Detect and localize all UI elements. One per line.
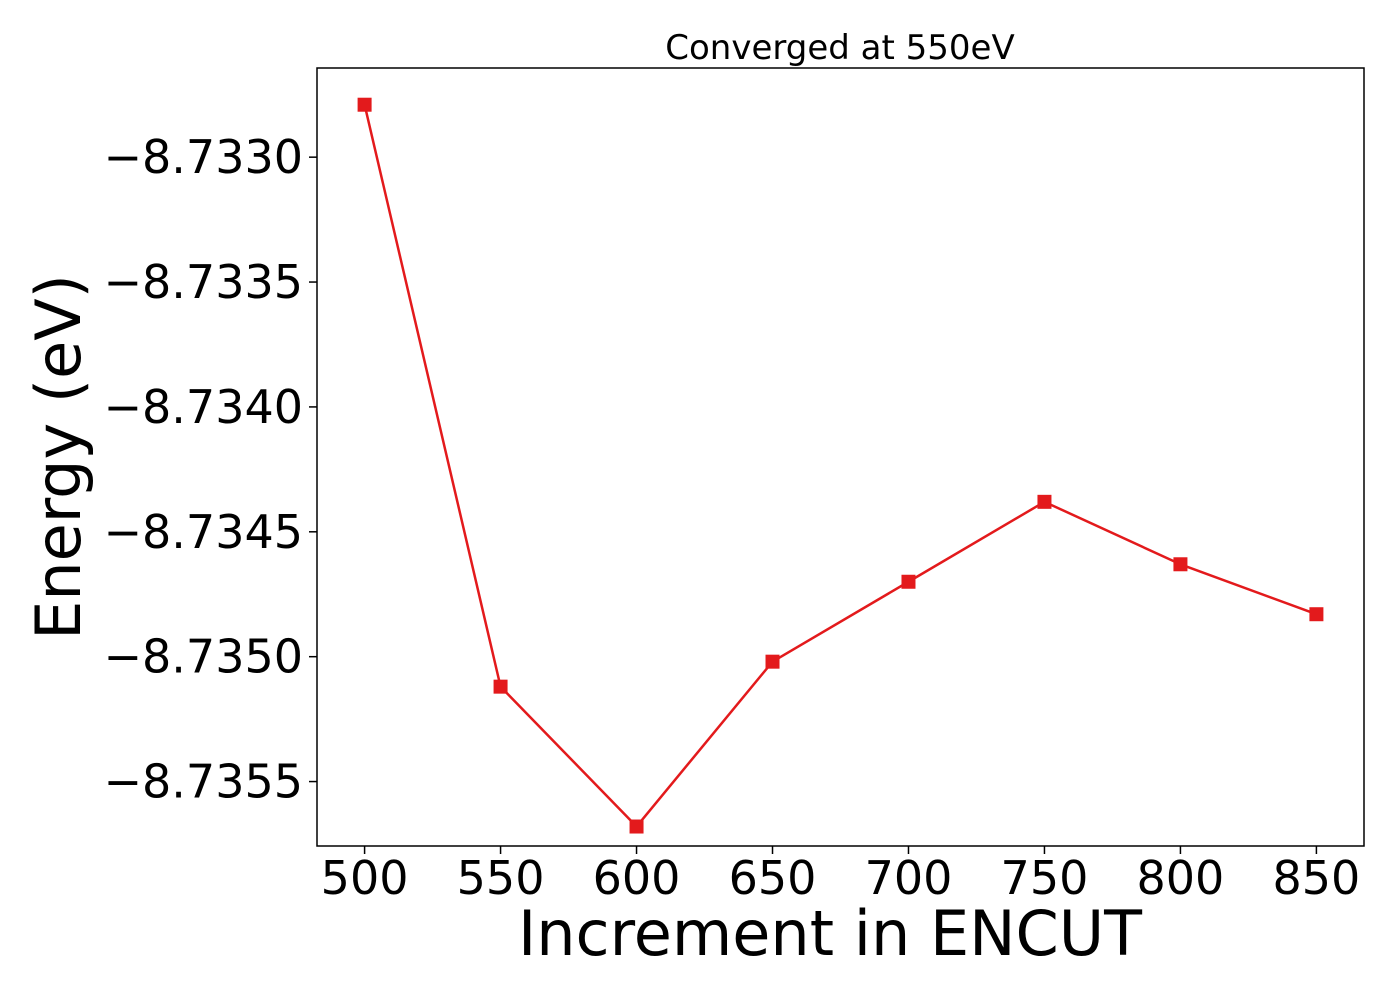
x-tick-label: 750 [1001,851,1089,905]
x-tick-label: 600 [593,851,681,905]
y-tick-label: −8.7340 [104,380,304,434]
data-point-marker [901,574,916,589]
y-axis-label: Energy (eV) [22,274,95,640]
x-axis-label: Increment in ENCUT [518,897,1143,970]
plot-area-frame [316,67,1365,847]
y-tick-label: −8.7330 [104,130,304,184]
x-tick-label: 800 [1137,851,1225,905]
x-axis-ticks: 500 550 600 650 700 750 800 850 [321,846,1361,905]
y-tick-label: −8.7345 [104,505,304,559]
x-tick-label: 700 [865,851,953,905]
data-series-layer [357,97,1324,834]
x-tick-label: 550 [457,851,545,905]
y-tick-label: −8.7355 [104,755,304,809]
data-point-marker [1173,557,1188,572]
x-tick-label: 850 [1273,851,1361,905]
data-point-marker [357,97,372,112]
data-point-marker [765,654,780,669]
data-point-marker [1037,494,1052,509]
y-axis-ticks: −8.7330 −8.7335 −8.7340 −8.7345 −8.7350 −8.73… [104,130,317,809]
chart-title: Converged at 550eV [665,28,1014,68]
y-tick-label: −8.7350 [104,630,304,684]
x-tick-label: 500 [321,851,409,905]
data-point-marker [493,679,508,694]
data-point-marker [1309,607,1324,622]
y-tick-label: −8.7335 [104,255,304,309]
data-point-marker [629,819,644,834]
series-line [363,104,1317,828]
x-tick-label: 650 [729,851,817,905]
